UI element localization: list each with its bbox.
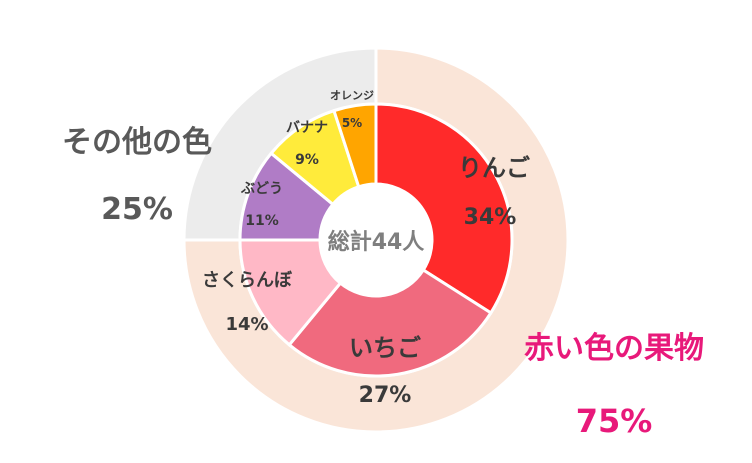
inner-slice-percent-6: 5% xyxy=(342,116,362,130)
inner-slice-1 xyxy=(374,102,514,315)
inner-slice-3 xyxy=(238,238,343,347)
inner-slice-percent-1: 34% xyxy=(464,205,517,230)
inner-slice-percent-3: 14% xyxy=(225,314,268,335)
outer-slice-percent-2: 25% xyxy=(101,192,173,227)
outer-slice-label-1: 赤い色の果物 xyxy=(524,331,704,366)
inner-slice-label-4: ぶどう xyxy=(240,181,283,197)
inner-slice-label-1: りんご xyxy=(458,154,530,182)
inner-slice-label-5: バナナ xyxy=(286,120,328,136)
outer-slice-percent-1: 75% xyxy=(576,402,653,440)
center-label: 総計44人 xyxy=(328,229,425,255)
inner-slice-label-3: さくらんぼ xyxy=(202,270,293,291)
inner-slice-label-2: いちご xyxy=(349,334,421,362)
outer-slice-label-2: その他の色 xyxy=(62,125,212,160)
inner-slice-2 xyxy=(287,267,493,378)
inner-slice-percent-5: 9% xyxy=(295,152,319,168)
chart-labels: りんご 34% いちご 27% さくらんぼ 14% ぶどう 11% バナナ 9% オレンジ 5% 赤い色… xyxy=(62,89,704,440)
inner-slice-6 xyxy=(332,102,378,189)
inner-slice-label-6: オレンジ xyxy=(330,89,374,102)
inner-slice-percent-4: 11% xyxy=(245,213,279,229)
inner-slice-percent-2: 27% xyxy=(359,383,412,408)
inner-ring xyxy=(238,102,514,378)
